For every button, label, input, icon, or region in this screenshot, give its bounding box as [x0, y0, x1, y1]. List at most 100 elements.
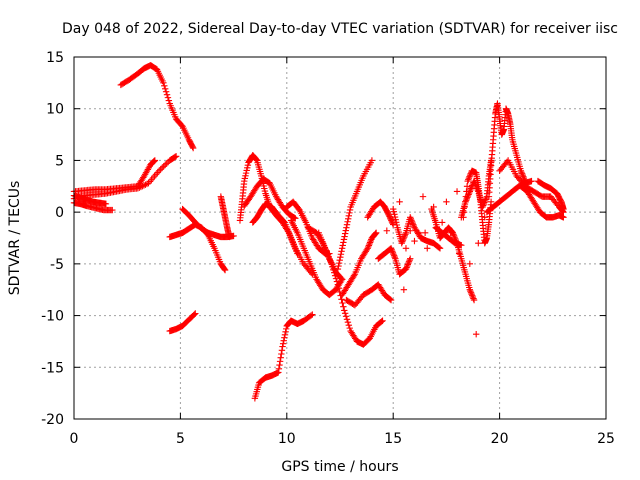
- data-point: [292, 215, 299, 222]
- data-point: [278, 347, 286, 354]
- data-point: [344, 218, 351, 225]
- data-point: [346, 206, 354, 214]
- data-point: [470, 295, 477, 302]
- series-track-32: [534, 177, 567, 213]
- data-point: [407, 214, 414, 221]
- y-tick-label: 10: [46, 102, 64, 118]
- data-point: [335, 262, 342, 270]
- data-point: [455, 250, 463, 257]
- data-point: [466, 260, 474, 268]
- data-point: [469, 293, 477, 301]
- data-point: [438, 219, 446, 226]
- data-point: [560, 205, 567, 213]
- data-point: [340, 236, 348, 243]
- data-point: [278, 350, 285, 358]
- data-point: [343, 316, 351, 323]
- data-point: [469, 292, 476, 299]
- data-point: [276, 361, 283, 369]
- data-point: [389, 220, 396, 227]
- data-point: [467, 185, 475, 192]
- data-point: [402, 231, 409, 238]
- data-point: [139, 182, 146, 190]
- series-track-11: [241, 175, 299, 222]
- data-point: [172, 153, 179, 161]
- data-point: [517, 167, 525, 174]
- data-point: [162, 88, 170, 95]
- data-point: [404, 261, 411, 268]
- data-point: [335, 285, 342, 292]
- data-point: [466, 189, 473, 197]
- data-point: [291, 214, 298, 221]
- data-point: [462, 198, 469, 205]
- data-point: [408, 218, 416, 225]
- data-point: [383, 227, 391, 234]
- data-point: [346, 324, 353, 332]
- data-point: [405, 259, 412, 267]
- data-point: [451, 234, 458, 241]
- data-point: [372, 229, 380, 237]
- data-point: [334, 265, 342, 273]
- data-point: [480, 200, 487, 208]
- data-point: [463, 188, 470, 195]
- data-point: [140, 182, 148, 189]
- data-point: [341, 230, 349, 237]
- data-point: [467, 289, 475, 296]
- data-point: [341, 310, 349, 317]
- data-point: [338, 276, 346, 283]
- data-point: [343, 224, 350, 231]
- data-point: [396, 198, 403, 205]
- data-point: [389, 248, 396, 255]
- data-point: [367, 237, 374, 245]
- data-point: [331, 269, 338, 276]
- data-point: [276, 358, 284, 365]
- data-point: [520, 173, 527, 180]
- data-point: [164, 94, 172, 101]
- data-point: [136, 184, 143, 191]
- data-point: [340, 303, 347, 310]
- y-tick-label: -10: [41, 309, 64, 325]
- series-track-17: [315, 229, 386, 348]
- data-point: [160, 163, 167, 170]
- data-point: [390, 251, 397, 258]
- data-point: [160, 79, 167, 87]
- data-point: [281, 331, 289, 338]
- data-point: [402, 265, 410, 273]
- data-point: [481, 197, 489, 205]
- data-point: [279, 340, 287, 347]
- data-point: [334, 281, 342, 288]
- data-point: [399, 238, 406, 245]
- data-point: [151, 157, 158, 165]
- data-point: [338, 248, 345, 255]
- data-point: [277, 354, 284, 361]
- data-point: [346, 209, 353, 217]
- series-track-20: [343, 281, 395, 309]
- x-tick-label: 15: [384, 431, 402, 447]
- data-point: [407, 255, 414, 262]
- data-point: [487, 198, 495, 205]
- data-point: [467, 186, 474, 194]
- data-point: [151, 157, 159, 164]
- data-point: [282, 325, 290, 333]
- data-point: [366, 239, 374, 246]
- data-point: [366, 240, 373, 248]
- data-point: [466, 173, 473, 180]
- series-track-27: [460, 167, 495, 247]
- series-track-06: [166, 310, 199, 335]
- series-track-09: [217, 193, 233, 241]
- data-point: [472, 330, 480, 338]
- data-point: [142, 181, 149, 188]
- data-point: [389, 249, 397, 256]
- data-point: [350, 272, 358, 279]
- series-track-13: [251, 311, 316, 402]
- data-point: [328, 260, 335, 268]
- data-point: [338, 277, 345, 285]
- data-point: [481, 199, 488, 206]
- data-point: [331, 272, 339, 279]
- data-point: [424, 245, 431, 252]
- x-tick-label: 20: [491, 431, 509, 447]
- data-point: [400, 286, 408, 293]
- data-point: [332, 275, 340, 282]
- data-point: [163, 160, 170, 167]
- data-point: [398, 239, 405, 247]
